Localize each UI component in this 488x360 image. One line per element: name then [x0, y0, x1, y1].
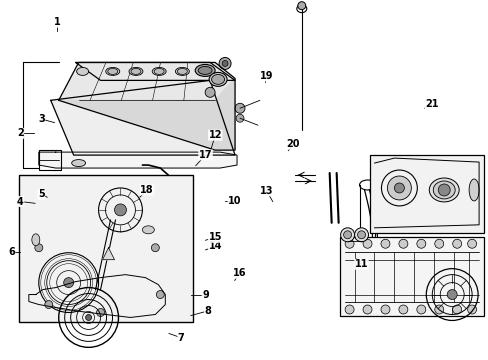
Circle shape — [85, 315, 91, 320]
Text: 3: 3 — [38, 114, 45, 124]
Circle shape — [235, 103, 244, 113]
Text: 10: 10 — [227, 196, 241, 206]
Ellipse shape — [177, 68, 187, 75]
Ellipse shape — [428, 178, 458, 202]
Circle shape — [222, 60, 227, 67]
Circle shape — [416, 239, 425, 248]
Ellipse shape — [142, 226, 154, 234]
Polygon shape — [76, 62, 235, 80]
Text: 6: 6 — [8, 247, 15, 257]
Circle shape — [394, 183, 404, 193]
Text: 4: 4 — [17, 197, 24, 207]
Bar — [19, 175, 193, 323]
Polygon shape — [102, 248, 114, 260]
Text: 7: 7 — [178, 333, 184, 343]
Bar — [39, 150, 61, 170]
Polygon shape — [59, 62, 235, 150]
Circle shape — [114, 204, 126, 216]
Circle shape — [63, 278, 74, 288]
Circle shape — [297, 2, 305, 10]
Circle shape — [343, 231, 351, 239]
Ellipse shape — [77, 67, 88, 75]
Ellipse shape — [32, 234, 40, 246]
Polygon shape — [39, 152, 237, 168]
Circle shape — [354, 228, 368, 242]
Circle shape — [416, 305, 425, 314]
Text: 11: 11 — [354, 259, 367, 269]
Ellipse shape — [198, 67, 212, 75]
Ellipse shape — [175, 67, 189, 75]
Text: 18: 18 — [140, 185, 154, 195]
Text: 12: 12 — [208, 130, 222, 140]
Circle shape — [380, 305, 389, 314]
Ellipse shape — [432, 181, 454, 199]
Ellipse shape — [107, 68, 118, 75]
Bar — [369, 155, 483, 233]
Circle shape — [467, 305, 476, 314]
Circle shape — [362, 305, 371, 314]
Circle shape — [398, 239, 407, 248]
Bar — [339, 237, 483, 316]
Circle shape — [236, 114, 244, 122]
Circle shape — [96, 309, 104, 316]
Text: 2: 2 — [17, 129, 24, 138]
Circle shape — [45, 301, 53, 309]
Polygon shape — [374, 158, 478, 228]
Circle shape — [340, 228, 354, 242]
Ellipse shape — [211, 75, 224, 84]
Text: 5: 5 — [38, 189, 45, 199]
Circle shape — [437, 184, 449, 196]
Ellipse shape — [152, 67, 166, 75]
Text: 21: 21 — [425, 99, 438, 109]
Text: 9: 9 — [202, 290, 208, 300]
Circle shape — [452, 305, 461, 314]
Circle shape — [357, 231, 365, 239]
Text: 17: 17 — [199, 150, 212, 160]
Polygon shape — [51, 80, 235, 155]
Circle shape — [345, 239, 353, 248]
Text: 1: 1 — [54, 17, 60, 27]
Ellipse shape — [131, 68, 141, 75]
Ellipse shape — [468, 179, 478, 201]
Text: 13: 13 — [259, 186, 273, 196]
Ellipse shape — [105, 67, 120, 75]
Circle shape — [156, 291, 164, 298]
Circle shape — [362, 239, 371, 248]
Circle shape — [434, 305, 443, 314]
Ellipse shape — [72, 159, 85, 167]
Text: 16: 16 — [232, 268, 246, 278]
Circle shape — [151, 244, 159, 252]
Polygon shape — [59, 78, 235, 150]
Circle shape — [398, 305, 407, 314]
Ellipse shape — [129, 67, 142, 75]
Circle shape — [35, 244, 42, 252]
Ellipse shape — [195, 64, 215, 76]
Text: 19: 19 — [259, 71, 273, 81]
Circle shape — [386, 176, 410, 200]
Text: 15: 15 — [208, 232, 222, 242]
Text: 14: 14 — [208, 241, 222, 251]
Circle shape — [219, 58, 230, 69]
Circle shape — [434, 239, 443, 248]
Circle shape — [205, 87, 215, 97]
Circle shape — [467, 239, 476, 248]
Ellipse shape — [209, 72, 226, 86]
Circle shape — [380, 239, 389, 248]
Circle shape — [447, 289, 456, 300]
Circle shape — [452, 239, 461, 248]
Text: 20: 20 — [286, 139, 299, 149]
Circle shape — [345, 305, 353, 314]
Ellipse shape — [154, 68, 164, 75]
Text: 8: 8 — [204, 306, 211, 316]
